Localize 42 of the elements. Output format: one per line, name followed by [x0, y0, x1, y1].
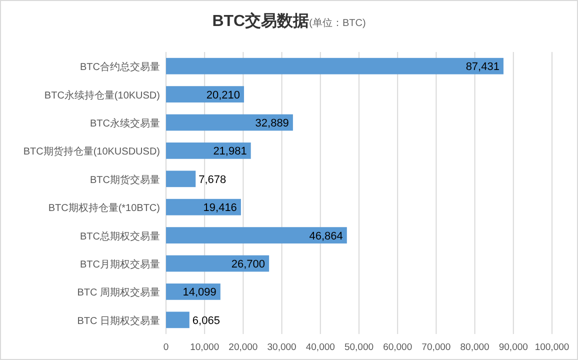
data-label: 87,431	[466, 61, 500, 74]
x-tick-label: 10,000	[190, 342, 220, 353]
y-tick-label: BTC 日期权交易量	[77, 314, 160, 327]
data-label: 7,678	[198, 174, 226, 186]
data-label: 32,889	[255, 118, 289, 130]
bar	[166, 142, 251, 159]
data-label: 20,210	[206, 89, 240, 102]
y-tick-label: BTC 周期权交易量	[77, 286, 160, 299]
y-tick-label: BTC期货持仓量(10KUSDUSD)	[23, 146, 160, 158]
chart-subtitle: (单位：BTC)	[309, 17, 366, 29]
y-tick-label: BTC月期权交易量	[80, 258, 160, 270]
x-tick-label: 50,000	[344, 342, 374, 353]
y-tick-label: BTC总期权交易量	[80, 230, 160, 242]
bar	[166, 170, 196, 188]
bar	[166, 312, 190, 328]
bar	[166, 198, 241, 216]
y-tick-label: BTC期货交易量	[90, 174, 160, 186]
x-tick-label: 30,000	[267, 342, 296, 353]
bar	[166, 58, 504, 74]
x-tick-label: 90,000	[498, 342, 528, 353]
x-tick-label: 70,000	[422, 342, 451, 353]
x-tick-label: 80,000	[460, 342, 490, 353]
x-tick-label: 60,000	[383, 342, 412, 353]
bar	[166, 86, 244, 102]
data-label: 21,981	[213, 146, 247, 158]
x-tick-label: 100,000	[534, 342, 570, 353]
data-label: 26,700	[231, 258, 266, 270]
chart-title: BTC交易数据	[212, 11, 310, 30]
y-tick-label: BTC永续交易量	[90, 118, 160, 130]
bar	[166, 114, 293, 131]
data-label: 19,416	[203, 202, 237, 214]
x-tick-label: 40,000	[306, 342, 335, 353]
y-tick-label: BTC合约总交易量	[80, 61, 160, 74]
data-label: 14,099	[182, 286, 216, 299]
y-tick-label: BTC永续持仓量(10KUSD)	[44, 89, 160, 102]
data-label: 46,864	[309, 230, 343, 242]
y-tick-label: BTC期权持仓量(*10BTC)	[48, 202, 160, 214]
x-tick-label: 20,000	[228, 342, 258, 353]
data-label: 6,065	[192, 314, 220, 327]
bar	[166, 227, 347, 244]
bar	[166, 255, 270, 272]
x-tick-label: 0	[163, 342, 169, 353]
